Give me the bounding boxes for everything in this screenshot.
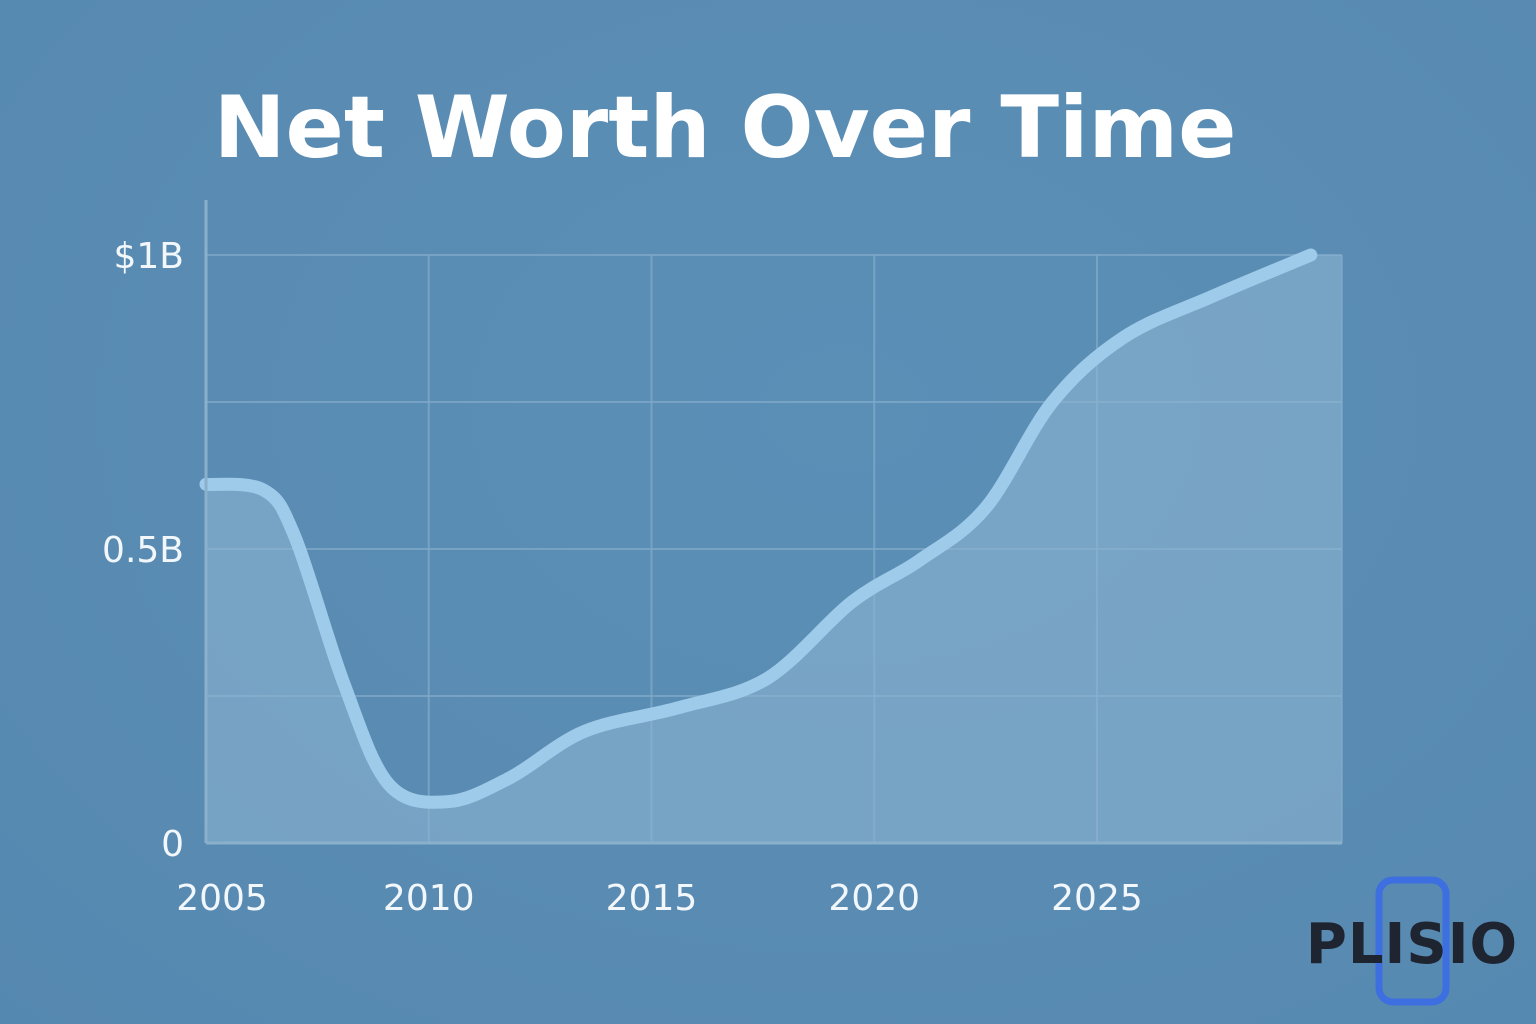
x-tick-label: 2010 bbox=[383, 878, 475, 919]
axis-layer bbox=[204, 200, 1342, 845]
y-tick-label: $1B bbox=[113, 236, 184, 277]
x-tick-label: 2020 bbox=[828, 878, 920, 919]
chart-title: Net Worth Over Time bbox=[214, 78, 1237, 178]
plisio-logo: PLISIO bbox=[1306, 876, 1518, 1006]
logo-frame bbox=[1375, 876, 1450, 1006]
logo-text: PLISIO bbox=[1306, 912, 1518, 977]
series-line bbox=[199, 248, 1318, 809]
x-tick-label: 2015 bbox=[606, 878, 698, 919]
x-tick-label: 2005 bbox=[176, 878, 268, 919]
tick-layer: 0 0.5B $1B 2005 2010 2015 2020 2025 bbox=[102, 236, 1143, 919]
y-tick-label: 0 bbox=[161, 824, 184, 865]
x-tick-label: 2025 bbox=[1051, 878, 1143, 919]
y-tick-label: 0.5B bbox=[102, 530, 184, 571]
